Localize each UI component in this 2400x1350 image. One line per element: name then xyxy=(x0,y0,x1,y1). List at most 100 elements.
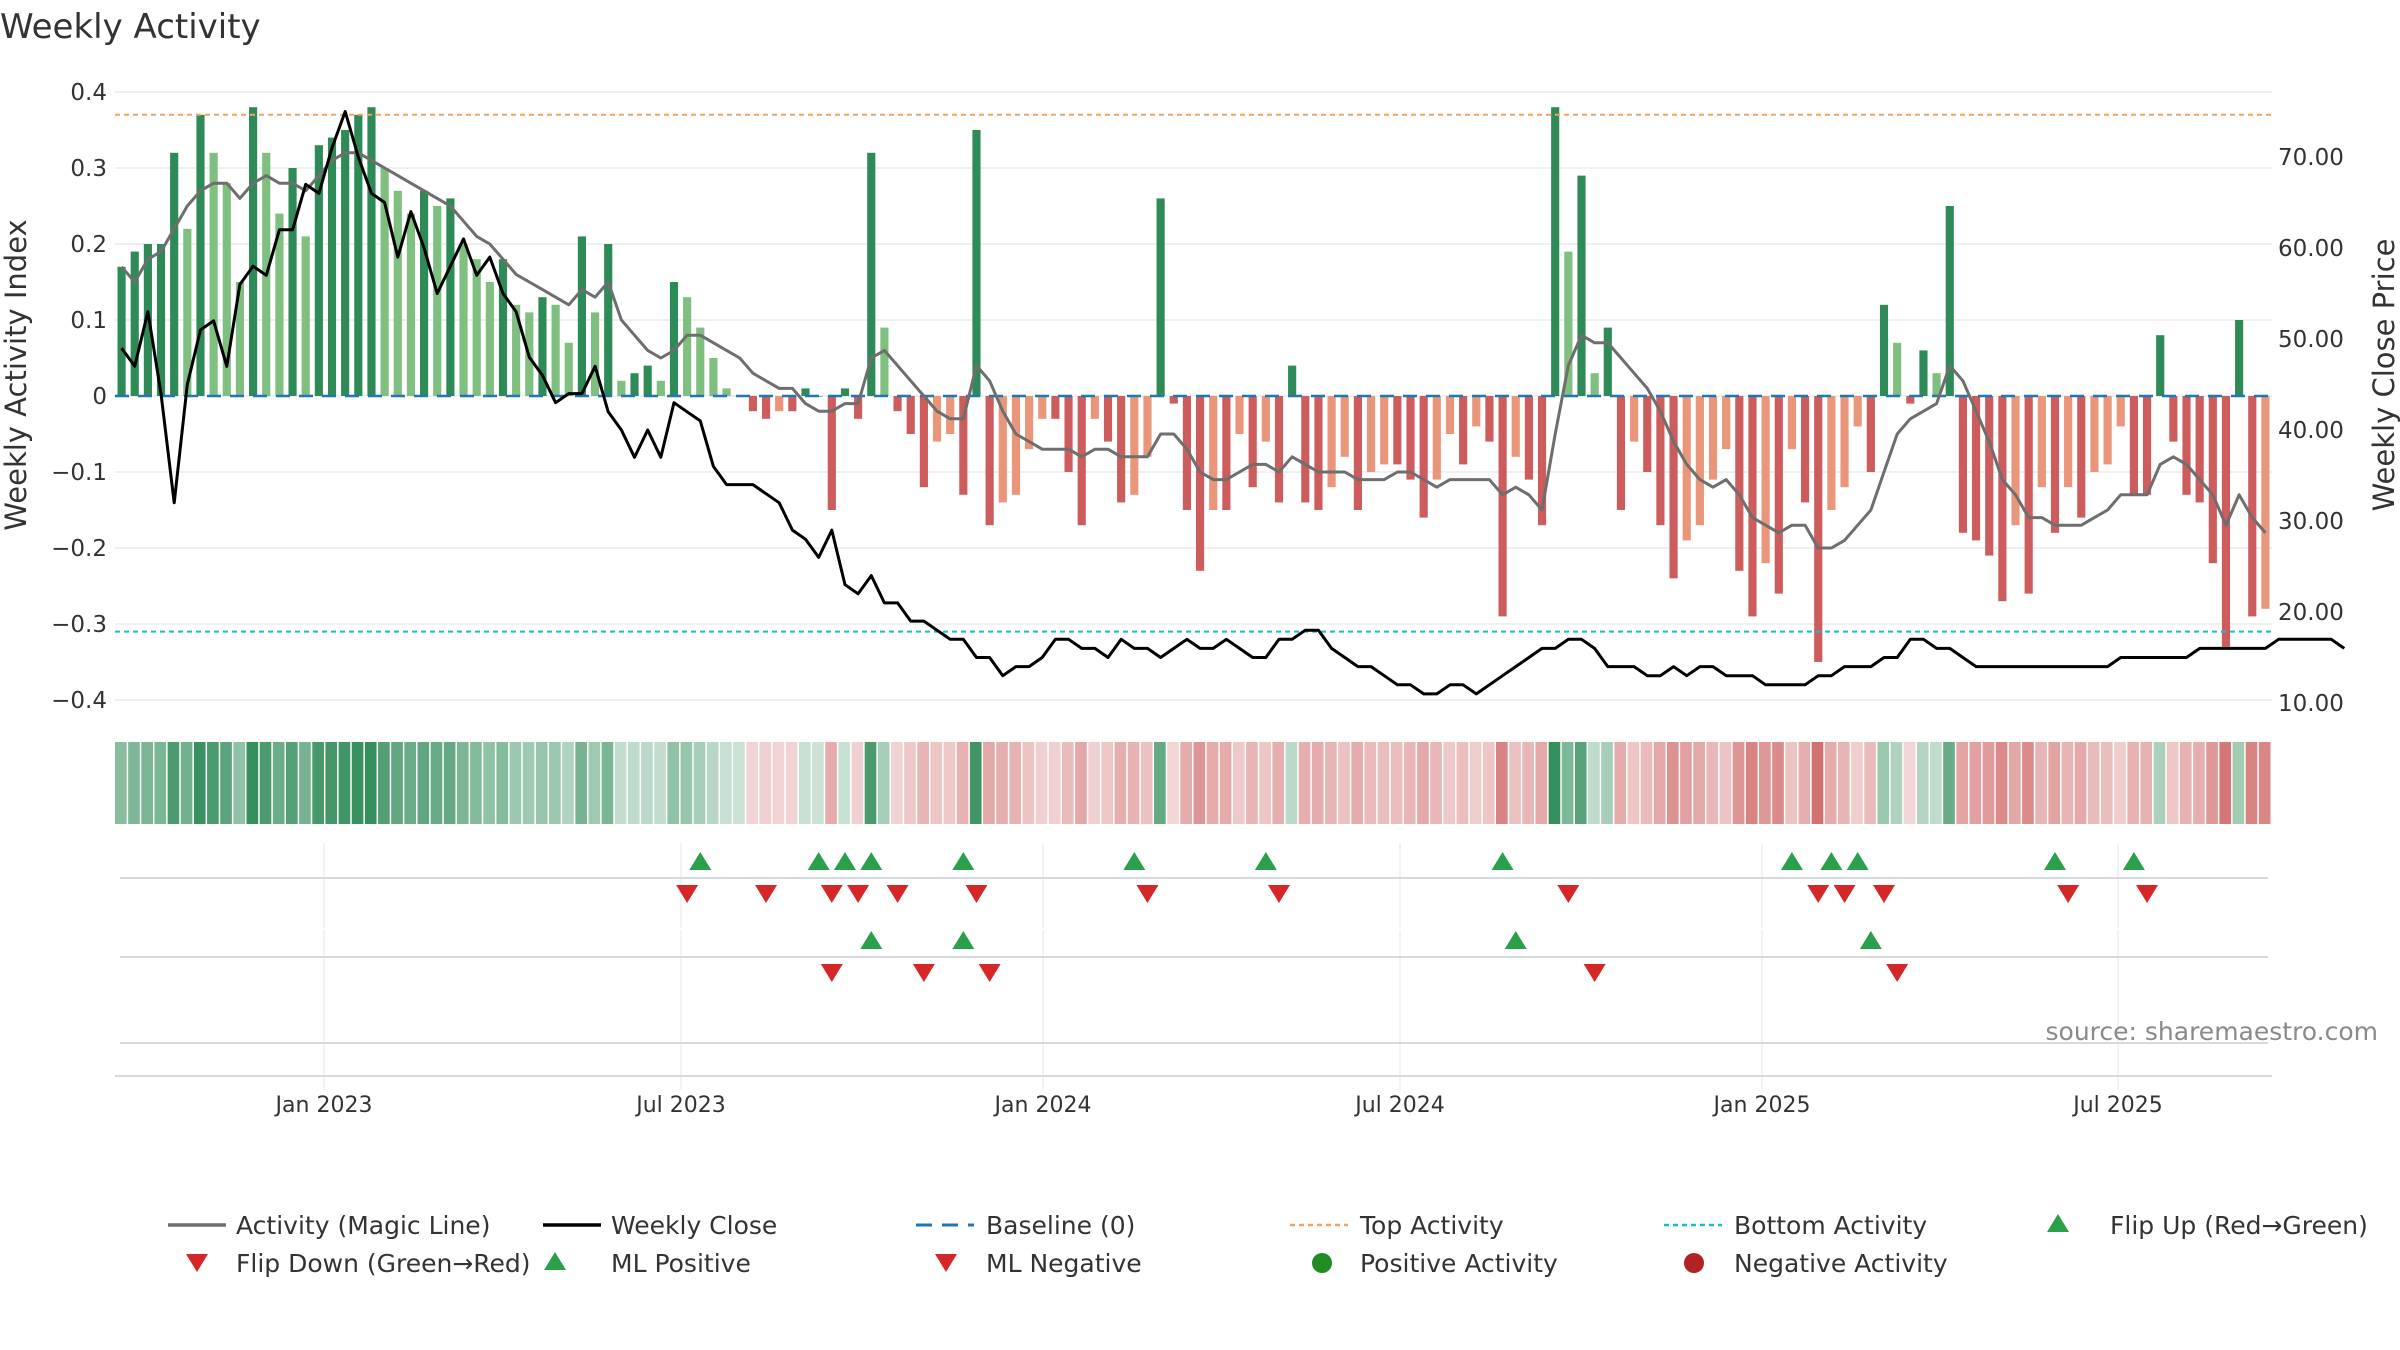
negative-activity-bar xyxy=(1340,396,1349,457)
legend-label: ML Negative xyxy=(986,1249,1142,1278)
heat-cell xyxy=(1785,742,1798,824)
negative-activity-bar xyxy=(1643,396,1652,472)
negative-activity-bar xyxy=(1406,396,1415,480)
heat-cell xyxy=(1561,742,1574,824)
negative-activity-bar xyxy=(1130,396,1139,495)
heat-cell xyxy=(1061,742,1074,824)
negative-activity-bar xyxy=(2208,396,2217,564)
heat-cell xyxy=(2087,742,2100,824)
positive-activity-bar xyxy=(656,380,665,396)
legend-marker-down xyxy=(186,1254,208,1272)
negative-activity-bar xyxy=(1366,396,1376,472)
heat-cell xyxy=(1509,742,1521,824)
negative-activity-bar xyxy=(1537,396,1547,526)
negative-activity-bar xyxy=(1077,396,1086,526)
heat-cell xyxy=(1745,742,1758,824)
heat-cell xyxy=(851,742,864,824)
heat-cell xyxy=(404,742,417,824)
heat-cell xyxy=(969,742,982,824)
positive-activity-bar xyxy=(314,145,323,396)
heat-cell xyxy=(1680,742,1692,824)
activity-heat-strip xyxy=(115,742,2271,824)
positive-activity-bar xyxy=(222,183,231,396)
heat-cell xyxy=(2219,742,2232,824)
positive-activity-bar xyxy=(840,388,850,396)
heat-cell xyxy=(1022,742,1035,824)
y2-tick-label: 10.00 xyxy=(2278,691,2344,717)
heat-cell xyxy=(1732,742,1745,824)
heat-cell xyxy=(220,742,232,824)
heat-cell xyxy=(2101,742,2113,824)
negative-activity-bar xyxy=(1353,396,1362,510)
positive-activity-bar xyxy=(564,342,573,396)
legend: Activity (Magic Line) Weekly Close Baselin… xyxy=(168,1211,2368,1278)
negative-activity-bar xyxy=(2142,396,2152,495)
negative-activity-bar xyxy=(1998,396,2007,602)
heat-cell xyxy=(956,742,969,824)
flip-up-marker xyxy=(689,852,712,870)
negative-activity-bar xyxy=(2103,396,2112,465)
negative-activity-bar xyxy=(1827,396,1836,510)
negative-activity-bar xyxy=(1801,396,1810,503)
negative-activity-bar xyxy=(2077,396,2086,518)
heat-cell xyxy=(1719,742,1732,824)
negative-activity-bar xyxy=(2050,396,2060,533)
heat-cell xyxy=(285,742,298,824)
legend-label: Weekly Close xyxy=(611,1211,777,1240)
heat-cell xyxy=(1653,742,1666,824)
positive-activity-bar xyxy=(367,107,376,396)
heat-cell xyxy=(1009,742,1022,824)
heat-cell xyxy=(1943,742,1955,824)
marker-rows-grid xyxy=(115,843,2272,1090)
flip-down-marker xyxy=(1136,885,1159,903)
positive-activity-bar xyxy=(2235,320,2244,396)
positive-activity-bar xyxy=(643,365,652,396)
heat-cell xyxy=(378,742,390,824)
negative-activity-bar xyxy=(1327,396,1336,488)
negative-activity-bar xyxy=(1248,396,1257,488)
heat-cell xyxy=(1930,742,1942,824)
x-tick-label: Jul 2025 xyxy=(2071,1093,2163,1118)
negative-activity-bar xyxy=(2090,396,2099,472)
positive-activity-bar xyxy=(880,327,889,396)
legend-label: Flip Down (Green→Red) xyxy=(236,1249,531,1278)
flip-up-marker xyxy=(1820,852,1843,870)
negative-activity-bar xyxy=(985,396,994,526)
negative-activity-bar xyxy=(2064,396,2073,488)
positive-activity-bar xyxy=(669,282,679,396)
heat-cell xyxy=(746,742,758,824)
legend-label: Top Activity xyxy=(1359,1211,1504,1240)
heat-cell xyxy=(470,742,482,824)
heat-cell xyxy=(549,742,561,824)
heat-cell xyxy=(1377,742,1390,824)
heat-cell xyxy=(535,742,548,824)
heat-cell xyxy=(1693,742,1705,824)
y2-tick-label: 40.00 xyxy=(2278,418,2344,444)
heat-cell xyxy=(1364,742,1377,824)
heat-cell xyxy=(1088,742,1100,824)
legend-marker-circle xyxy=(1684,1253,1704,1273)
flip-down-marker xyxy=(1807,885,1830,903)
negative-activity-bar xyxy=(748,396,757,412)
positive-activity-bar xyxy=(696,327,705,396)
positive-activity-bar xyxy=(722,388,731,396)
negative-activity-bar xyxy=(1380,396,1389,465)
heat-cell xyxy=(1811,742,1824,824)
positive-activity-bar xyxy=(327,137,337,396)
negative-activity-bar xyxy=(1630,396,1639,442)
heat-cell xyxy=(443,742,456,824)
heat-cell xyxy=(627,742,640,824)
heat-cell xyxy=(509,742,522,824)
heat-cell xyxy=(864,742,877,824)
negative-activity-bar xyxy=(827,396,836,510)
flip-down-marker xyxy=(676,885,699,903)
negative-activity-bar xyxy=(2037,396,2046,488)
positive-activity-bar xyxy=(446,198,455,396)
flip-up-marker xyxy=(807,852,830,870)
heat-cell xyxy=(1824,742,1837,824)
flip-down-marker xyxy=(1873,885,1896,903)
heat-cell xyxy=(351,742,364,824)
left-axis-ticks: 0.4 0.3 0.2 0.1 0 −0.1 −0.2 −0.3 −0.4 xyxy=(51,80,107,714)
positive-activity-bar xyxy=(485,282,494,396)
flip-up-marker xyxy=(2122,852,2145,870)
